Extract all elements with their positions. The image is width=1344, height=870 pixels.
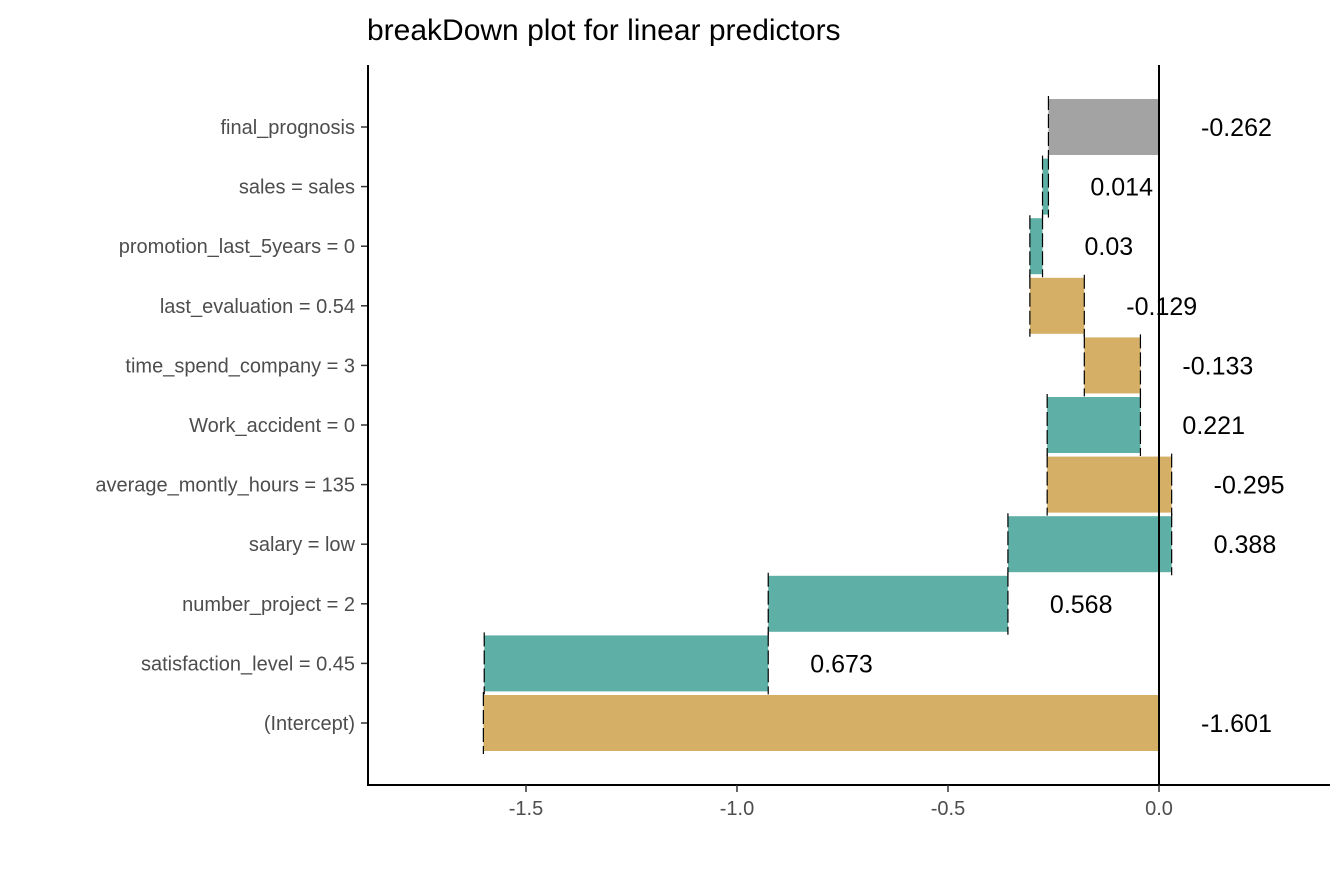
- xtick-label-1: -1.0: [720, 798, 754, 820]
- data-label-2: 0.03: [1085, 233, 1134, 261]
- bar-4: [1084, 337, 1141, 394]
- data-label-9: 0.673: [810, 650, 873, 678]
- bar-3: [1029, 277, 1085, 334]
- data-label-10: -1.601: [1201, 710, 1272, 738]
- bar-5: [1047, 397, 1141, 453]
- value-labels-layer: -0.262 0.014 0.03 -0.129 -0.133 0.221 -0.295 0.…: [810, 114, 1284, 738]
- ytick-label-1: sales = sales: [239, 177, 355, 199]
- ytick-label-4: time_spend_company = 3: [125, 355, 355, 377]
- data-label-0: -0.262: [1201, 114, 1272, 142]
- bar-6: [1047, 456, 1172, 513]
- data-label-6: -0.295: [1214, 472, 1285, 500]
- bar-8: [768, 575, 1008, 632]
- xtick-label-2: -0.5: [931, 798, 965, 820]
- data-label-7: 0.388: [1214, 531, 1277, 559]
- bar-2: [1029, 218, 1043, 275]
- ytick-label-8: number_project = 2: [182, 594, 355, 616]
- data-label-3: -0.129: [1126, 293, 1197, 321]
- xtick-label-0: -1.5: [509, 798, 543, 820]
- ytick-label-0: final_prognosis: [220, 117, 355, 139]
- data-label-4: -0.133: [1182, 352, 1253, 380]
- ytick-label-9: satisfaction_level = 0.45: [141, 653, 355, 675]
- bar-1: [1042, 158, 1049, 215]
- chart-title: breakDown plot for linear predictors: [367, 14, 841, 47]
- ytick-label-3: last_evaluation = 0.54: [160, 296, 355, 318]
- bars-layer: [483, 99, 1172, 751]
- bar-10: [483, 695, 1159, 751]
- ytick-label-10: (Intercept): [264, 713, 355, 735]
- data-label-1: 0.014: [1090, 174, 1153, 202]
- data-label-8: 0.568: [1050, 591, 1113, 619]
- ytick-label-5: Work_accident = 0: [189, 415, 355, 437]
- ytick-label-2: promotion_last_5years = 0: [119, 236, 355, 258]
- bar-0: [1048, 99, 1159, 155]
- xtick-label-3: 0.0: [1145, 798, 1173, 820]
- ytick-label-6: average_montly_hours = 135: [95, 475, 355, 497]
- bar-7: [1007, 516, 1172, 573]
- ytick-label-7: salary = low: [249, 534, 356, 556]
- data-label-5: 0.221: [1182, 412, 1245, 440]
- bar-9: [484, 635, 769, 692]
